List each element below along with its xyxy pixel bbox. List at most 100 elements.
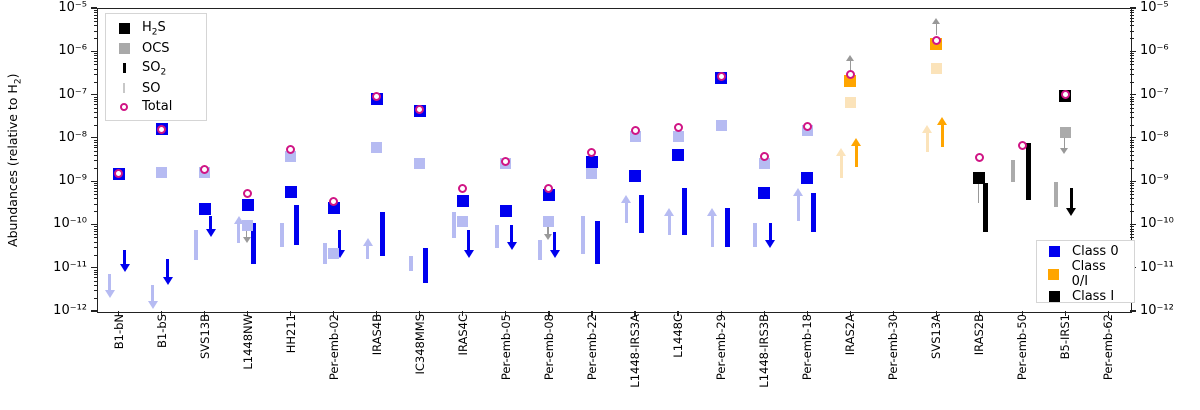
marker-total-circle bbox=[372, 92, 382, 102]
x-tick-label: L1448-IRS3A bbox=[628, 314, 643, 388]
x-tick-label: B5-IRS1 bbox=[1058, 314, 1073, 360]
x-tick-label: Per-emb-62 bbox=[1101, 314, 1116, 381]
marker-H2S-square bbox=[973, 171, 986, 184]
marker-SO2-range-bar bbox=[380, 212, 386, 256]
y-minor-tick-left bbox=[93, 117, 97, 119]
y-minor-tick-left bbox=[93, 284, 97, 286]
y-minor-tick-left bbox=[93, 211, 97, 213]
marker-total-circle bbox=[931, 35, 941, 45]
y-minor-tick-left bbox=[93, 290, 97, 292]
x-tick bbox=[634, 311, 636, 316]
arrowhead-down-icon bbox=[1066, 207, 1077, 216]
y-minor-tick-left bbox=[93, 73, 97, 75]
y-minor-tick-left bbox=[93, 30, 97, 32]
legend-item-total: Total bbox=[106, 99, 206, 114]
marker-total-circle bbox=[845, 70, 855, 80]
arrowhead-down-icon bbox=[162, 276, 173, 285]
y-minor-tick-left bbox=[93, 111, 97, 113]
y-tick-label-right: 10⁻⁶ bbox=[1140, 43, 1169, 59]
marker-SO-limit-arrow bbox=[624, 202, 628, 223]
marker-OCS-square bbox=[414, 157, 426, 169]
y-minor-tick-right bbox=[1130, 107, 1134, 109]
marker-SO2-limit-arrow bbox=[940, 124, 944, 148]
y-major-tick-left bbox=[91, 50, 97, 52]
marker-SO-limit-arrow bbox=[796, 195, 800, 221]
x-tick bbox=[935, 311, 937, 316]
arrowhead-down-icon bbox=[147, 301, 158, 310]
y-minor-tick-left bbox=[93, 25, 97, 27]
arrowhead-down-icon bbox=[463, 249, 474, 258]
marker-total-circle bbox=[329, 197, 339, 207]
marker-total-circle bbox=[716, 72, 726, 82]
arrowhead-down-icon bbox=[104, 289, 115, 298]
y-minor-tick-right bbox=[1130, 147, 1134, 149]
y-minor-tick-left bbox=[93, 142, 97, 144]
x-tick bbox=[419, 311, 421, 316]
y-minor-tick-left bbox=[93, 96, 97, 98]
y-minor-tick-right bbox=[1130, 234, 1134, 236]
y-minor-tick-left bbox=[93, 107, 97, 109]
y-minor-tick-left bbox=[93, 168, 97, 170]
legend-item-class-0: Class 0 bbox=[1037, 244, 1134, 259]
marker-OCS-square bbox=[156, 166, 168, 178]
x-tick-label: L1448-IRS3B bbox=[757, 314, 772, 388]
marker-SO2-limit-arrow bbox=[510, 225, 514, 244]
y-major-tick-right bbox=[1130, 7, 1136, 9]
y-minor-tick-right bbox=[1130, 117, 1134, 119]
arrowhead-up-icon bbox=[932, 17, 941, 24]
y-minor-tick-left bbox=[93, 101, 97, 103]
x-tick-label: Per-emb-02 bbox=[326, 314, 341, 381]
marker-SO2-range-bar bbox=[294, 205, 300, 245]
arrowhead-up-icon bbox=[707, 207, 718, 216]
marker-total-circle bbox=[501, 156, 511, 166]
y-minor-tick-right bbox=[1130, 104, 1134, 106]
y-minor-tick-left bbox=[93, 226, 97, 228]
y-minor-tick-right bbox=[1130, 73, 1134, 75]
marker-SO2-limit-arrow bbox=[854, 145, 858, 168]
y-minor-tick-left bbox=[93, 68, 97, 70]
arrowhead-down-icon bbox=[334, 249, 345, 258]
x-tick-label: IRAS4B bbox=[369, 314, 384, 356]
marker-H2S-square bbox=[456, 194, 469, 207]
legend-label: Class I bbox=[1072, 289, 1115, 304]
y-major-tick-right bbox=[1130, 310, 1136, 312]
x-tick bbox=[892, 311, 894, 316]
y-tick-label: 10⁻⁷ bbox=[58, 86, 87, 102]
x-tick-label: IRAS2B bbox=[972, 314, 987, 356]
marker-SO2-range-bar bbox=[423, 247, 429, 284]
x-tick-label: Per-emb-22 bbox=[584, 314, 599, 381]
y-minor-tick-right bbox=[1130, 187, 1134, 189]
y-tick-label: 10⁻⁸ bbox=[58, 129, 87, 145]
y-minor-tick-left bbox=[93, 185, 97, 187]
x-tick-label: IRAS2A bbox=[843, 314, 858, 356]
marker-OCS-square bbox=[586, 168, 598, 180]
y-major-tick-left bbox=[91, 180, 97, 182]
x-tick-label: IRAS4C bbox=[455, 314, 470, 356]
y-minor-tick-right bbox=[1130, 111, 1134, 113]
y-minor-tick-right bbox=[1130, 38, 1134, 40]
marker-OCS-limit-arrow bbox=[246, 225, 248, 239]
legend-label: SO2 bbox=[142, 59, 167, 78]
marker-SO2-limit-arrow bbox=[1069, 188, 1073, 209]
bar-thin-glyph bbox=[123, 83, 125, 94]
arrowhead-up-icon bbox=[233, 215, 244, 224]
y-major-tick-left bbox=[91, 223, 97, 226]
marker-total-circle bbox=[200, 164, 210, 174]
marker-SO-range-bar bbox=[279, 222, 284, 248]
marker-H2S-square bbox=[629, 170, 642, 183]
y-minor-tick-right bbox=[1130, 60, 1134, 62]
marker-OCS-square bbox=[629, 130, 641, 142]
x-tick-label: Per-emb-29 bbox=[714, 314, 729, 381]
y-minor-tick-left bbox=[93, 155, 97, 157]
y-minor-tick-right bbox=[1130, 96, 1134, 98]
y-minor-tick-left bbox=[93, 247, 97, 249]
arrowhead-down-icon bbox=[242, 237, 251, 244]
y-minor-tick-left bbox=[93, 254, 97, 256]
y-minor-tick-right bbox=[1130, 12, 1134, 14]
y-minor-tick-left bbox=[93, 194, 97, 196]
y-minor-tick-left bbox=[93, 183, 97, 185]
marker-SO-range-bar bbox=[408, 255, 413, 271]
arrowhead-down-icon bbox=[549, 249, 560, 258]
y-major-tick-left bbox=[91, 137, 97, 139]
marker-total-circle bbox=[1017, 141, 1027, 151]
